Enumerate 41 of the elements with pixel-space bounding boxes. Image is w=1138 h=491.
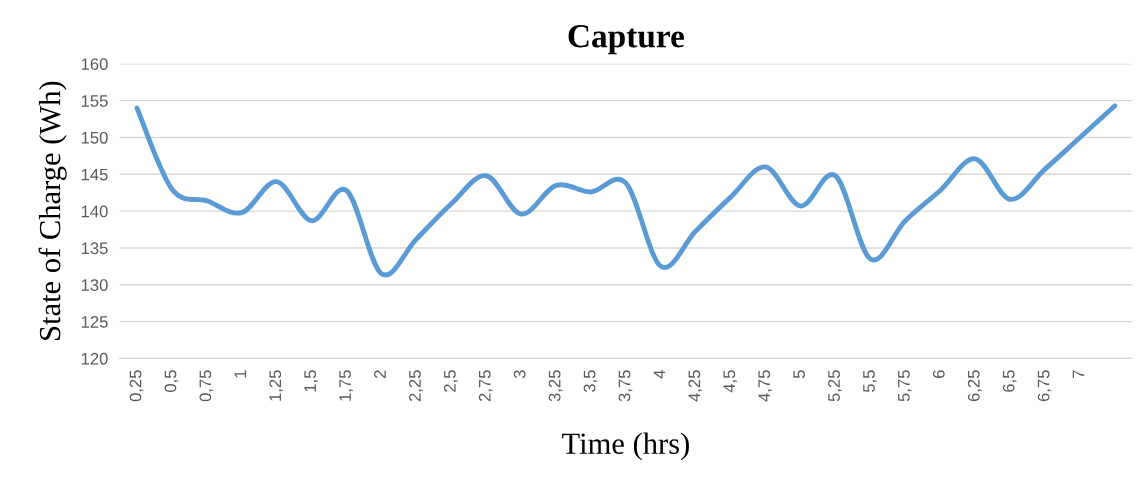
- x-tick-label: 3,25: [548, 370, 563, 402]
- y-tick-label: 155: [81, 95, 108, 107]
- x-tick-label: 4,75: [758, 370, 773, 402]
- y-tick-label: 125: [81, 316, 108, 328]
- x-tick-label: 1: [234, 370, 247, 378]
- x-tick-label: 3,75: [618, 370, 633, 402]
- x-tick-label: 4,25: [688, 370, 703, 402]
- x-tick-label: 3,5: [583, 370, 598, 393]
- x-tick-label: 2,25: [409, 370, 423, 402]
- x-tick-label: 3: [513, 370, 526, 379]
- x-tick-label: 5: [793, 370, 805, 379]
- x-tick-label: 0,25: [129, 370, 144, 402]
- x-tick-label: 1,5: [304, 370, 319, 392]
- x-tick-label: 6,75: [1037, 370, 1052, 402]
- y-tick-label: 160: [81, 58, 108, 71]
- x-tick-label: 2: [374, 370, 386, 378]
- line-series: [134, 103, 1118, 277]
- x-tick-label: 0,75: [199, 370, 214, 402]
- x-tick-label: 6: [932, 370, 945, 378]
- y-tick-label: 135: [81, 242, 108, 255]
- y-tick-label: 130: [81, 279, 108, 291]
- x-tick-label: 1,75: [339, 370, 353, 401]
- y-tick-label: 145: [81, 168, 108, 181]
- x-tick-label: 5,25: [828, 370, 842, 402]
- y-tick-label: 140: [81, 205, 108, 218]
- x-tick-label: 6,25: [967, 370, 982, 402]
- y-tick-label: 120: [81, 352, 108, 365]
- y-tick-label: 150: [81, 131, 108, 144]
- x-tick-label: 5,5: [863, 370, 877, 393]
- x-tick-label: 6,5: [1002, 370, 1017, 392]
- x-tick-label: 2,5: [443, 370, 458, 392]
- x-tick-label: 7: [1072, 370, 1085, 378]
- x-tick-label: 5,75: [898, 370, 912, 402]
- x-tick-label: 0,5: [164, 370, 179, 393]
- x-tick-label: 1,25: [269, 370, 284, 401]
- x-tick-label: 4,5: [723, 370, 738, 393]
- x-axis-title: Time (hrs): [562, 432, 689, 461]
- y-axis-title: State of Charge (Wh): [38, 81, 67, 340]
- x-tick-label: 4: [653, 370, 666, 379]
- chart-title: Capture: [568, 25, 684, 55]
- x-tick-label: 2,75: [478, 370, 493, 402]
